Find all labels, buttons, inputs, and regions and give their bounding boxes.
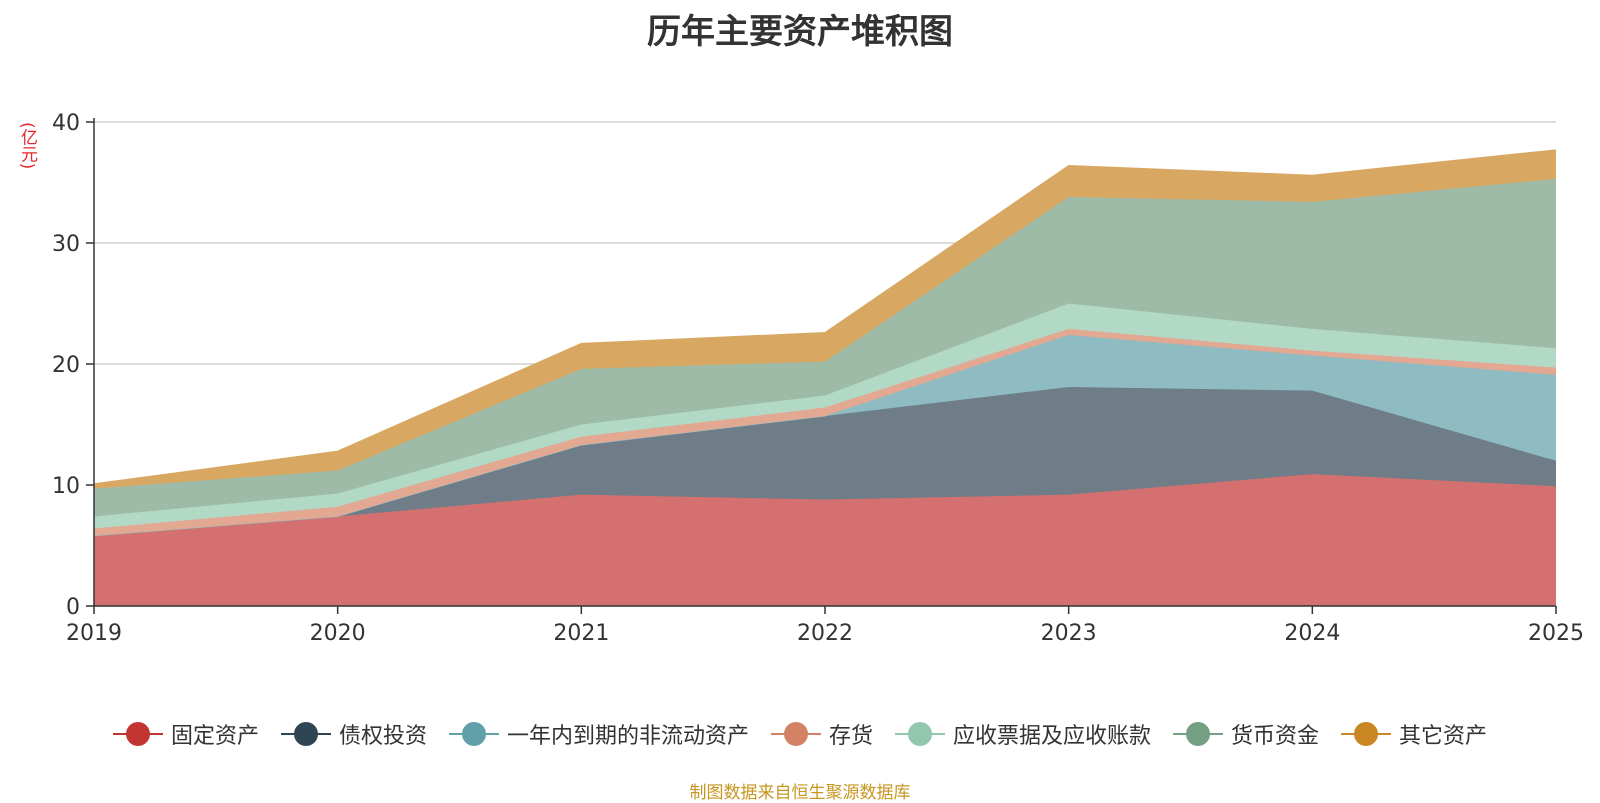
- x-tick-label-2021: 2021: [553, 621, 609, 646]
- area-series-2: [94, 334, 1556, 536]
- legend-item-3[interactable]: 存货: [770, 718, 873, 750]
- legend-marker-icon: [280, 722, 331, 746]
- legend-label: 其它资产: [1399, 724, 1488, 749]
- x-tick-label-2022: 2022: [797, 621, 853, 646]
- area-series-6: [94, 149, 1556, 489]
- legend-item-0[interactable]: 固定资产: [112, 718, 259, 750]
- y-tick-label-10: 10: [52, 474, 80, 499]
- data-source-note: 制图数据来自恒生聚源数据库: [689, 783, 911, 803]
- area-line-series-6: [93, 149, 1557, 485]
- legend-item-2[interactable]: 一年内到期的非流动资产: [448, 718, 749, 750]
- legend-marker-icon: [448, 722, 499, 746]
- x-tick-label-2024: 2024: [1284, 621, 1340, 646]
- chart-legend: 固定资产 债权投资 一年内到期的非流动资产 存货 应收票据及应收账款 货币资金 其它资产: [0, 718, 1600, 750]
- x-tick-label-2020: 2020: [310, 621, 366, 646]
- area-series-5: [94, 178, 1556, 517]
- legend-label: 固定资产: [170, 724, 259, 749]
- legend-marker-icon: [1341, 722, 1392, 746]
- legend-label: 一年内到期的非流动资产: [506, 724, 749, 749]
- x-tick-label-2023: 2023: [1041, 621, 1097, 646]
- legend-item-6[interactable]: 其它资产: [1341, 718, 1487, 750]
- legend-label: 应收票据及应收账款: [953, 724, 1152, 749]
- legend-marker-icon: [112, 722, 163, 746]
- legend-marker-icon: [770, 722, 821, 746]
- area-series-4: [94, 303, 1556, 529]
- y-tick-label-40: 40: [52, 111, 80, 136]
- legend-label: 存货: [828, 724, 873, 749]
- stacked-area-chart: 0 10 20 30 40 2019 2020 2021 2022 2023 2024 2025: [52, 111, 1584, 646]
- x-tick-label-2019: 2019: [66, 621, 122, 646]
- legend-item-4[interactable]: 应收票据及应收账款: [895, 718, 1151, 750]
- x-tick-label-2025: 2025: [1528, 621, 1584, 646]
- legend-item-1[interactable]: 债权投资: [280, 718, 427, 750]
- legend-label: 债权投资: [338, 724, 427, 749]
- y-tick-label-20: 20: [52, 353, 80, 378]
- chart-title: 历年主要资产堆积图: [647, 12, 953, 52]
- y-axis-unit-label: (亿元): [17, 122, 37, 170]
- legend-item-5[interactable]: 货币资金: [1173, 718, 1319, 750]
- area-series-0: [94, 474, 1556, 606]
- y-tick-label-0: 0: [66, 595, 80, 620]
- y-tick-label-30: 30: [52, 232, 80, 257]
- legend-marker-icon: [895, 722, 945, 746]
- area-series-1: [94, 386, 1556, 536]
- legend-label: 货币资金: [1231, 724, 1320, 749]
- legend-marker-icon: [1173, 722, 1224, 746]
